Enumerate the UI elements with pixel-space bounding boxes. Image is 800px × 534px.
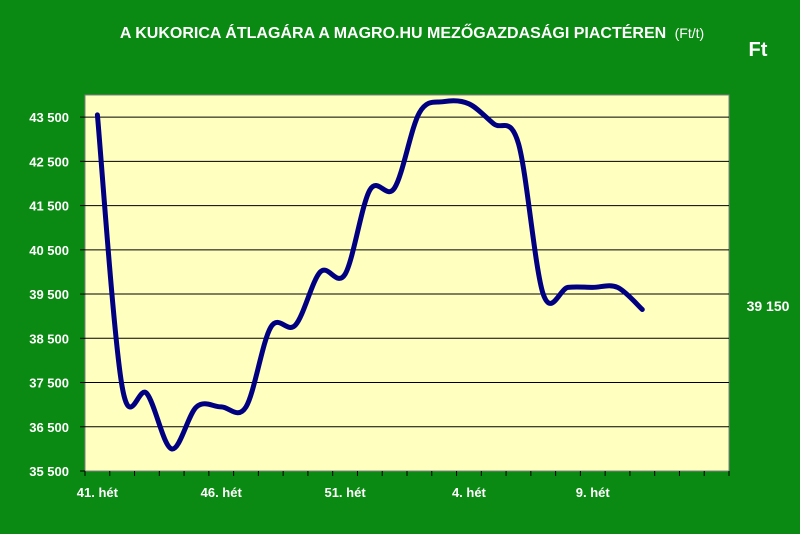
grid-lines	[80, 116, 730, 476]
y-tick-label: 35 500	[29, 464, 69, 479]
chart-subtitle: (Ft/t)	[675, 25, 705, 41]
y-tick-label: 38 500	[29, 331, 69, 346]
x-tick-label: 9. hét	[576, 485, 611, 500]
y-tick-label: 43 500	[29, 110, 69, 125]
y-tick-label: 37 500	[29, 376, 69, 391]
y-tick-label: 39 500	[29, 287, 69, 302]
x-tick-label: 51. hét	[324, 485, 366, 500]
y-tick-label: 41 500	[29, 199, 69, 214]
y-tick-label: 42 500	[29, 154, 69, 169]
x-tick-label: 4. hét	[452, 485, 487, 500]
x-tick-label: 46. hét	[201, 485, 243, 500]
chart-title: A KUKORICA ÁTLAGÁRA A MAGRO.HU MEZŐGAZDA…	[120, 23, 704, 42]
unit-label: Ft	[749, 39, 768, 61]
end-value-label: 39 150	[747, 298, 790, 314]
y-tick-label: 36 500	[29, 420, 69, 435]
y-tick-label: 40 500	[29, 243, 69, 258]
y-tick-labels: 35 500 36 500 37 500 38 500 39 500 40 500 41 5…	[29, 110, 69, 479]
x-tick-label: 41. hét	[77, 485, 119, 500]
series-line	[94, 98, 645, 452]
x-tick-labels: 41. hét 46. hét 51. hét 4. hét 9. hét	[77, 485, 611, 500]
chart-title-main: A KUKORICA ÁTLAGÁRA A MAGRO.HU MEZŐGAZDA…	[120, 23, 666, 42]
